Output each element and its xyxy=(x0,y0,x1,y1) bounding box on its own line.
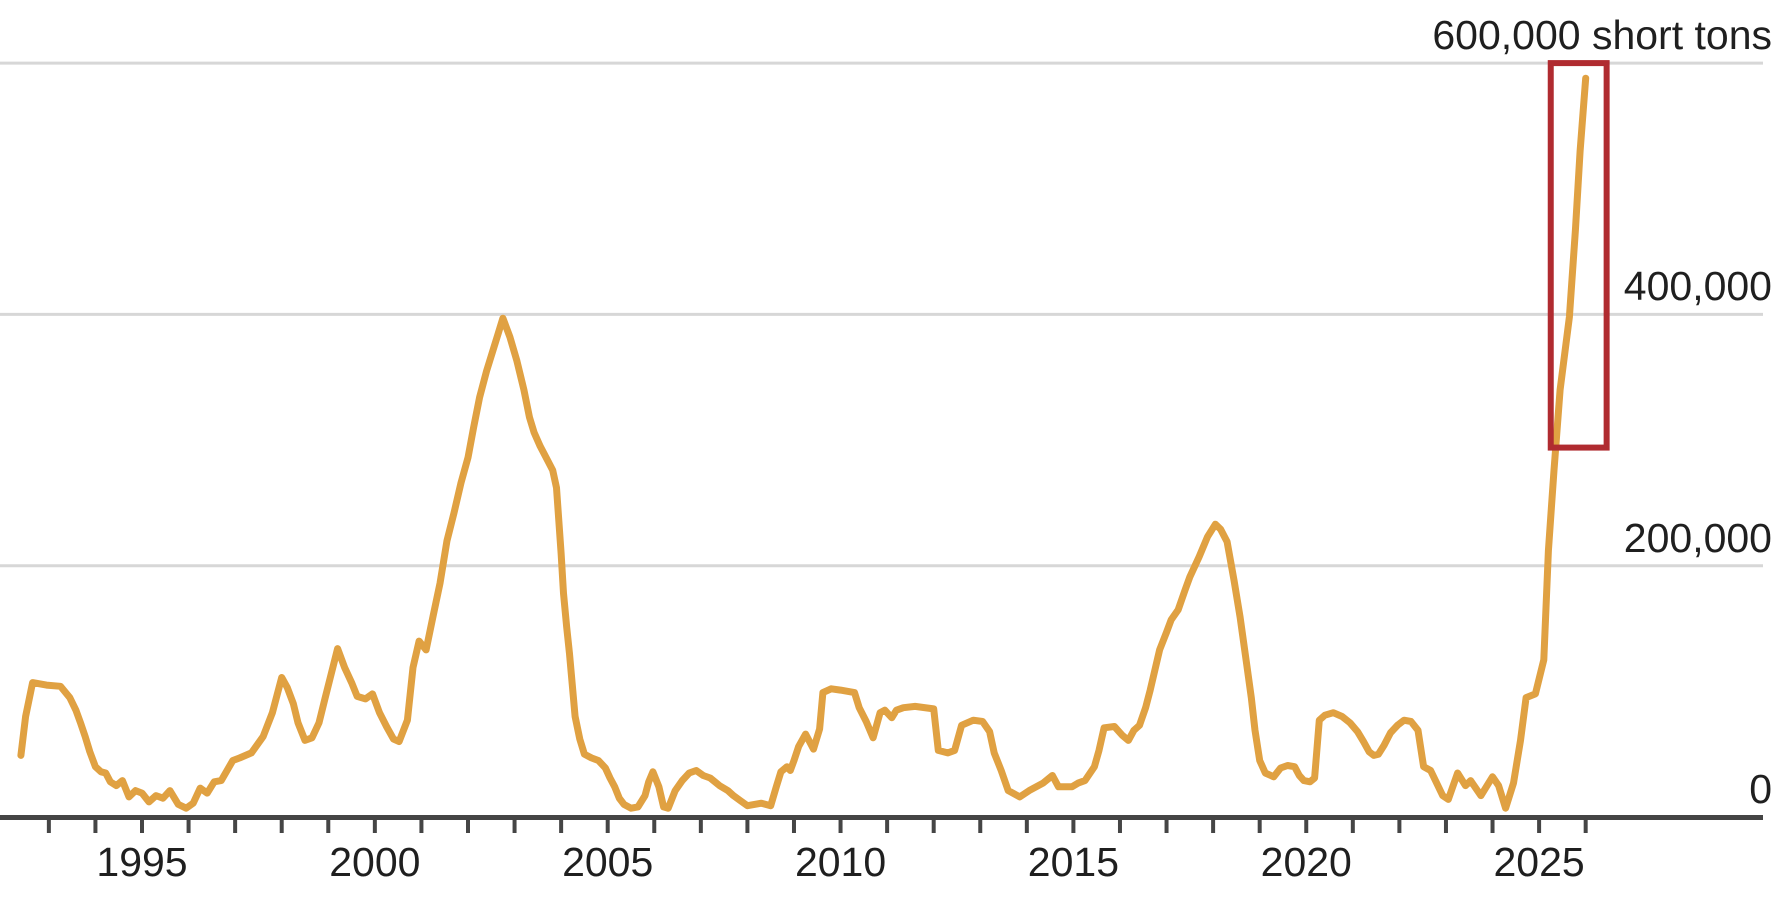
data-line xyxy=(17,74,1590,812)
x-axis-tick-label: 2000 xyxy=(329,839,421,885)
x-axis-tick-label: 2015 xyxy=(1027,839,1119,885)
y-axis-tick-label: 400,000 xyxy=(1623,263,1772,310)
x-axis-tick-label: 2025 xyxy=(1493,839,1585,885)
x-axis-tick-label: 1995 xyxy=(96,839,188,885)
x-axis-tick-label: 2020 xyxy=(1260,839,1352,885)
y-axis-tick-label: 200,000 xyxy=(1623,514,1772,561)
highlight-box xyxy=(1547,60,1610,451)
x-axis-tick-label: 2010 xyxy=(794,839,887,885)
y-axis-tick-label: 0 xyxy=(1749,766,1772,812)
y-axis-tick-label: 600,000 short tons xyxy=(1432,12,1772,59)
x-axis-tick-label: 2005 xyxy=(562,839,654,885)
